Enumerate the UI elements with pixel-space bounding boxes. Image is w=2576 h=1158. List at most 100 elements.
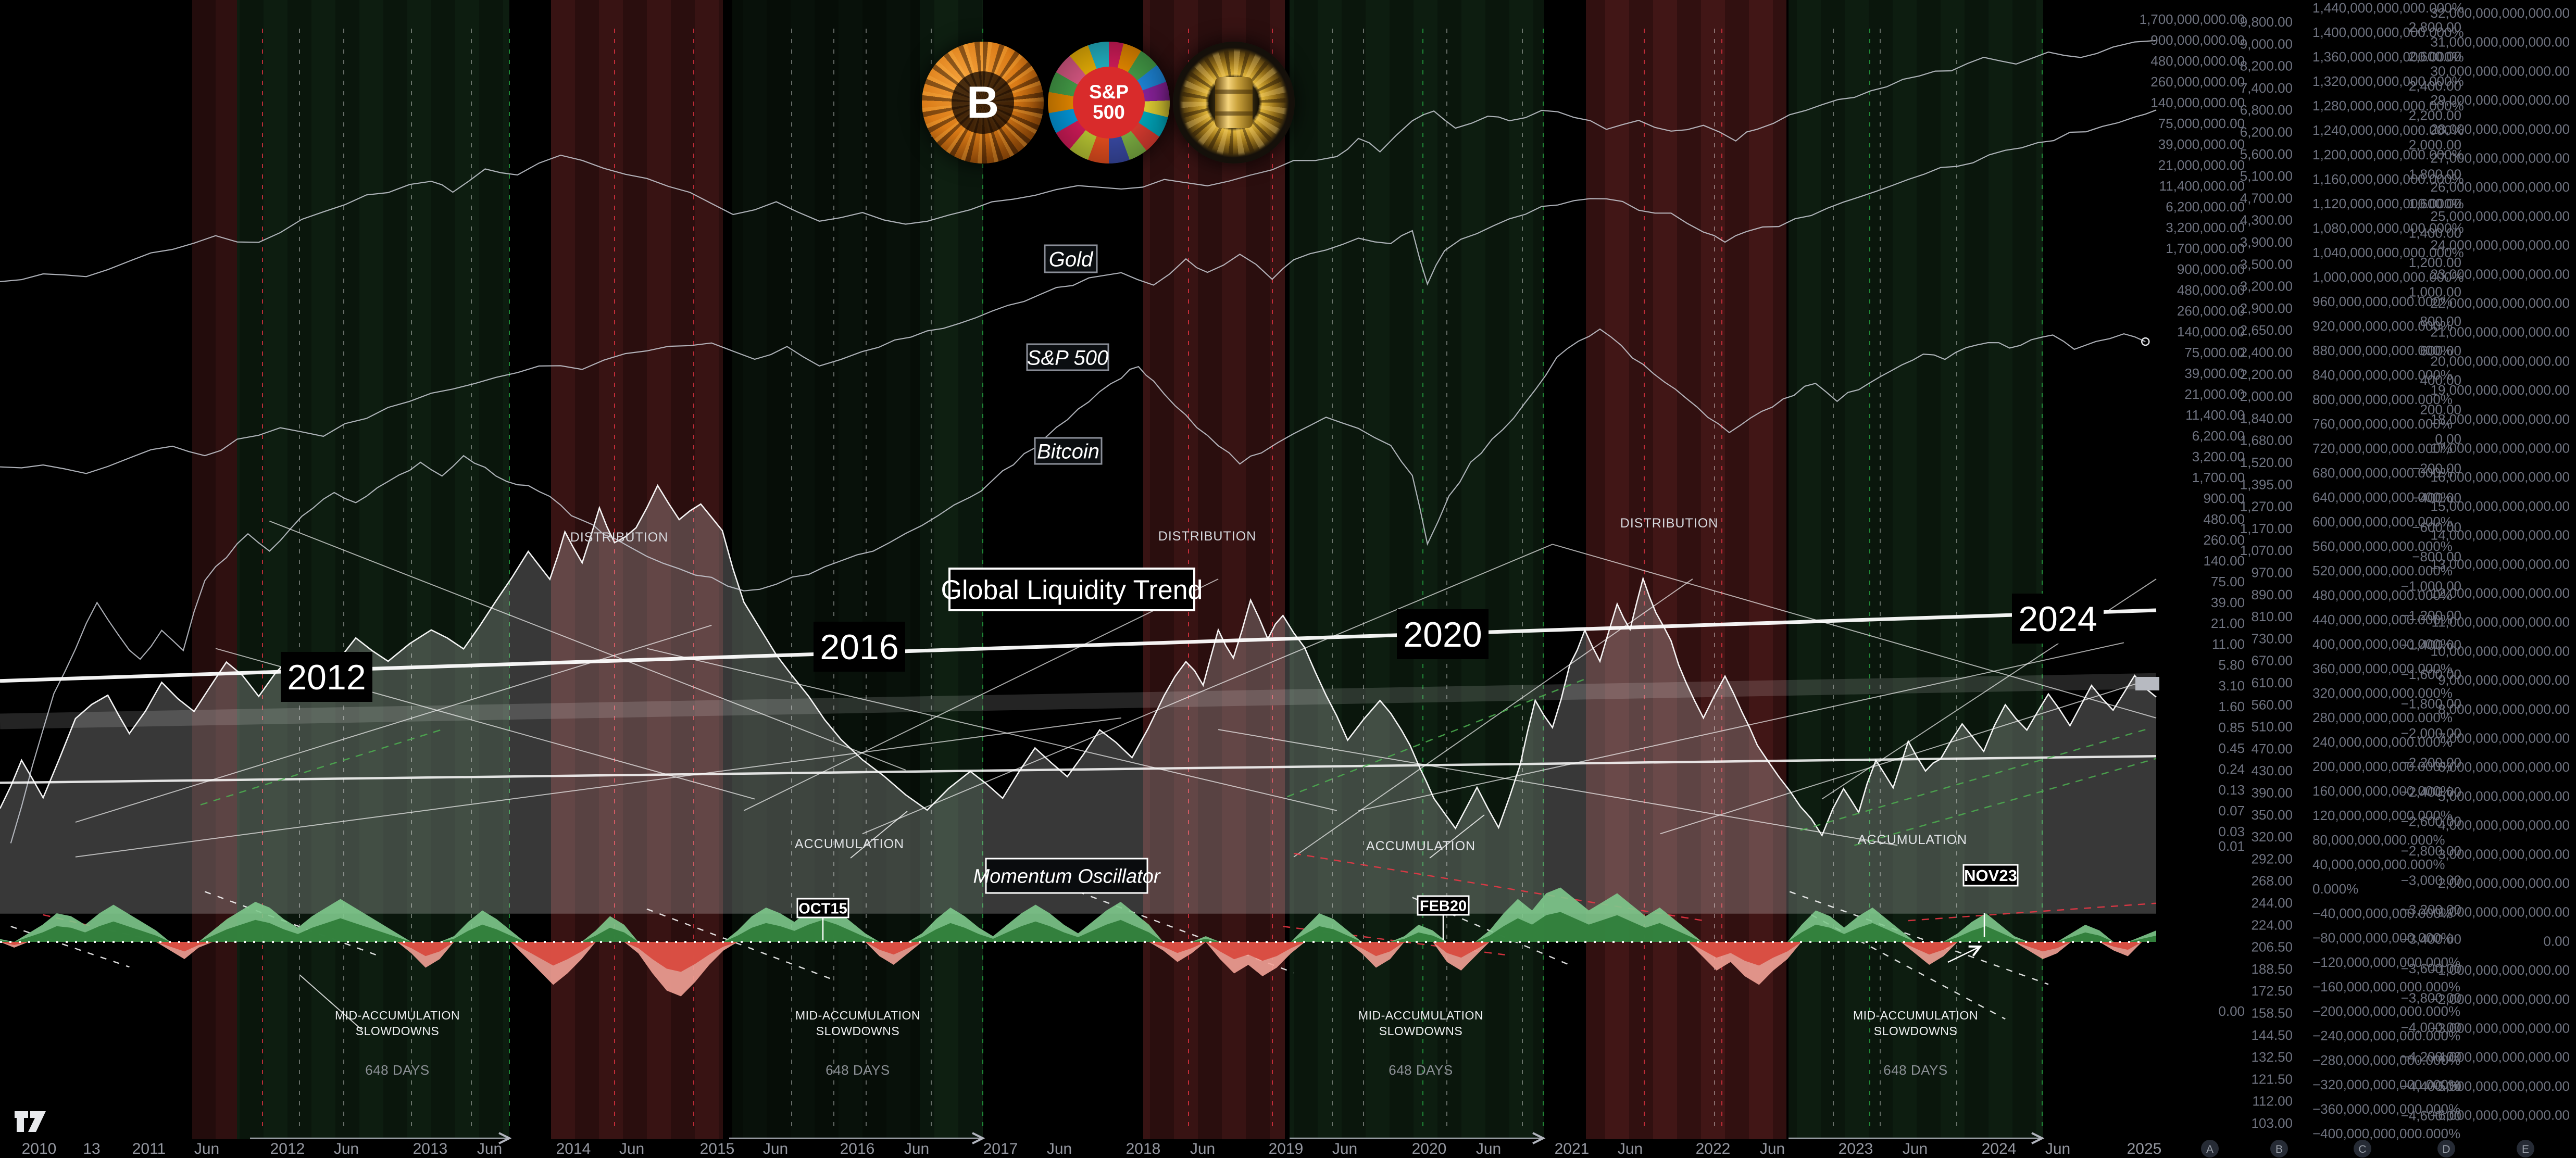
- year-tag[interactable]: 2024: [2018, 599, 2097, 639]
- price-scale-value[interactable]: 480.00: [2203, 511, 2245, 527]
- price-scale-value[interactable]: 610.00: [2251, 675, 2293, 690]
- red-dash-trendline[interactable]: [1293, 852, 1704, 922]
- trendline-thin[interactable]: [1218, 729, 1898, 846]
- price-scale-value[interactable]: −1,600.00: [2401, 666, 2461, 682]
- green-dash-trendline[interactable]: [1854, 758, 2157, 846]
- price-scale-value[interactable]: 292.00: [2251, 851, 2293, 866]
- price-scale-value[interactable]: 3,000,000,000,000.00: [2438, 846, 2570, 862]
- price-scale-value[interactable]: 29,000,000,000,000.00: [2431, 92, 2570, 108]
- price-scale-value[interactable]: −2,000,000,000,000.00: [2430, 991, 2570, 1007]
- price-scale-value[interactable]: −4,200.00: [2401, 1049, 2461, 1065]
- price-scale-value[interactable]: 15,000,000,000,000.00: [2431, 498, 2570, 514]
- white-dash-trendline[interactable]: [204, 891, 378, 956]
- price-scale-value[interactable]: 5,600.00: [2240, 146, 2293, 162]
- price-scale-value[interactable]: 640,000,000,000.000%: [2312, 489, 2453, 505]
- trendline-thin[interactable]: [75, 625, 712, 823]
- price-scale-value[interactable]: 0.13: [2218, 782, 2245, 798]
- price-scale-value[interactable]: 158.50: [2251, 1005, 2293, 1021]
- scale-toggle-label-a[interactable]: A: [2206, 1143, 2214, 1155]
- price-scale-value[interactable]: 75,000.00: [2184, 345, 2245, 360]
- price-scale-value[interactable]: 900.00: [2203, 490, 2245, 506]
- price-scale-value[interactable]: 4,700.00: [2240, 190, 2293, 206]
- time-axis-label[interactable]: Jun: [1903, 1140, 1928, 1157]
- price-scale-value[interactable]: 2,400.00: [2240, 345, 2293, 360]
- trendline-thin[interactable]: [1552, 544, 2157, 719]
- price-scale-value[interactable]: 5,100.00: [2240, 168, 2293, 184]
- price-scale-value[interactable]: 280,000,000,000.000%: [2312, 710, 2453, 725]
- price-scale-value[interactable]: 2,000,000,000,000.00: [2438, 875, 2570, 891]
- price-scale-value[interactable]: 31,000,000,000,000.00: [2431, 34, 2570, 50]
- price-scale-value[interactable]: 4,000,000,000,000.00: [2438, 817, 2570, 833]
- time-axis-label[interactable]: 2023: [1839, 1140, 1873, 1157]
- price-scale-value[interactable]: 40,000,000,000.000%: [2312, 857, 2445, 872]
- price-scale-value[interactable]: −4,400.00: [2401, 1078, 2461, 1094]
- scale-toggle-a[interactable]: [2201, 1140, 2219, 1157]
- time-axis-label[interactable]: Jun: [1618, 1140, 1643, 1157]
- price-scale-value[interactable]: 440,000,000,000.000%: [2312, 612, 2453, 627]
- price-scale-value[interactable]: 2,200.00: [2240, 367, 2293, 382]
- price-scale-value[interactable]: 132.50: [2251, 1049, 2293, 1065]
- annotation-pointer-line[interactable]: [1429, 814, 1485, 859]
- oct15-tag-box[interactable]: [796, 898, 849, 918]
- price-scale-value[interactable]: 6,200.00: [2192, 428, 2245, 444]
- price-scale-value[interactable]: 1,240,000,000,000.000%: [2312, 122, 2464, 138]
- price-scale-value[interactable]: 21.00: [2211, 615, 2245, 631]
- price-scale-value[interactable]: 19,000,000,000,000.00: [2431, 382, 2570, 398]
- trendline-band[interactable]: [0, 673, 2157, 729]
- price-scale-value[interactable]: 1,700.00: [2192, 470, 2245, 485]
- price-scale-value[interactable]: 140,000.00: [2177, 324, 2245, 339]
- price-scale-value[interactable]: −2,800.00: [2401, 843, 2461, 859]
- price-scale-value[interactable]: 2,000.00: [2240, 388, 2293, 404]
- price-scale-value[interactable]: 11.00: [2212, 636, 2245, 652]
- price-scale-value[interactable]: 1.60: [2218, 699, 2245, 714]
- price-scale-value[interactable]: 39.00: [2211, 595, 2245, 610]
- price-scale-value[interactable]: −3,000,000,000,000.00: [2430, 1021, 2570, 1036]
- price-scale-value[interactable]: 21,000,000.00: [2158, 157, 2245, 173]
- price-scale-value[interactable]: −2,000.00: [2401, 725, 2461, 741]
- price-scale-value[interactable]: 120,000,000,000.000%: [2312, 808, 2453, 823]
- price-scale-value[interactable]: 18,000,000,000,000.00: [2431, 411, 2570, 427]
- year-tag-box[interactable]: [281, 652, 372, 702]
- price-scale-value[interactable]: −200.00: [2412, 461, 2461, 476]
- price-scale-value[interactable]: 268.00: [2251, 873, 2293, 889]
- price-scale-value[interactable]: 140.00: [2203, 553, 2245, 569]
- price-scale-value[interactable]: 0.00: [2543, 933, 2570, 949]
- trendline-thick[interactable]: [0, 755, 2157, 784]
- price-scale-value[interactable]: −320,000,000,000.000%: [2312, 1077, 2460, 1092]
- price-scale-value[interactable]: −1,400.00: [2401, 637, 2461, 653]
- price-scale-value[interactable]: 103.00: [2251, 1115, 2293, 1131]
- price-scale-value[interactable]: −600.00: [2412, 520, 2461, 535]
- price-scale-value[interactable]: 2,900.00: [2240, 300, 2293, 316]
- price-scale-value[interactable]: 1,200,000,000,000.000%: [2312, 147, 2464, 162]
- price-scale-value[interactable]: 9,000,000,000,000.00: [2438, 672, 2570, 688]
- time-axis-label[interactable]: 2019: [1269, 1140, 1304, 1157]
- time-axis-label[interactable]: Jun: [1047, 1140, 1072, 1157]
- price-scale-value[interactable]: 480,000.00: [2177, 282, 2245, 298]
- price-scale-value[interactable]: 1,270.00: [2240, 499, 2293, 514]
- price-scale-value[interactable]: 520,000,000,000.000%: [2312, 563, 2453, 578]
- price-scale-value[interactable]: 24,000,000,000,000.00: [2431, 237, 2570, 253]
- price-scale-value[interactable]: 1,000,000,000,000.00: [2438, 904, 2570, 920]
- price-scale-value[interactable]: 560,000,000,000.000%: [2312, 538, 2453, 554]
- price-scale-value[interactable]: 9,000.00: [2240, 36, 2293, 52]
- annotation-pointer-line[interactable]: [850, 811, 908, 859]
- time-axis-label[interactable]: 2025: [2127, 1140, 2162, 1157]
- year-tag[interactable]: 2012: [287, 658, 366, 697]
- time-axis-label[interactable]: Jun: [2045, 1140, 2070, 1157]
- price-scale-value[interactable]: 224.00: [2251, 917, 2293, 933]
- price-scale-value[interactable]: 760,000,000,000.000%: [2312, 416, 2453, 432]
- price-scale-value[interactable]: 260,000,000.00: [2150, 74, 2245, 90]
- price-scale-value[interactable]: 13,000,000,000,000.00: [2431, 556, 2570, 572]
- price-scale-value[interactable]: 2,000.00: [2409, 137, 2461, 153]
- price-scale-value[interactable]: 350.00: [2251, 807, 2293, 823]
- price-scale-value[interactable]: 121.50: [2251, 1071, 2293, 1087]
- price-scale-value[interactable]: 800.00: [2420, 313, 2461, 329]
- price-scale-value[interactable]: 880,000,000,000.000%: [2312, 343, 2453, 358]
- price-scale-value[interactable]: −40,000,000,000.000%: [2312, 905, 2453, 921]
- price-scale-value[interactable]: 600,000,000,000.000%: [2312, 514, 2453, 530]
- price-scale-value[interactable]: 510.00: [2251, 719, 2293, 735]
- price-scale-value[interactable]: 1,680.00: [2240, 433, 2293, 448]
- price-scale-value[interactable]: 80,000,000,000.000%: [2312, 832, 2445, 848]
- price-scale-value[interactable]: 600.00: [2420, 343, 2461, 359]
